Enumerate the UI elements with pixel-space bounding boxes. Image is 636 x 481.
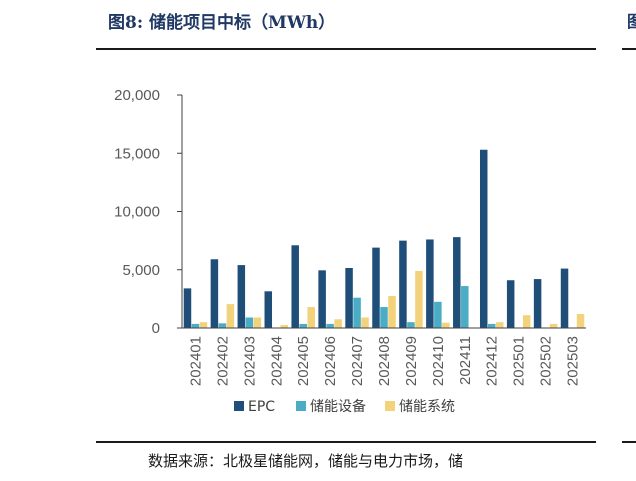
bar-EPC <box>426 239 434 328</box>
bar-储能系统 <box>576 314 585 328</box>
bar-储能系统 <box>415 270 423 328</box>
x-tick-label: 202409 <box>403 336 420 386</box>
x-tick-label: 202405 <box>295 336 312 386</box>
legend-swatch <box>234 401 244 411</box>
legend: EPC 储能设备 储能系统 <box>234 398 455 415</box>
bar-EPC <box>183 288 192 328</box>
y-axis: 0 5,000 10,000 15,000 20,000 <box>114 87 183 337</box>
bar-储能设备 <box>434 301 442 328</box>
bar-储能设备 <box>407 322 415 328</box>
x-tick-label: 202403 <box>241 336 258 386</box>
bar-储能设备 <box>380 307 388 328</box>
x-tick-label: 202411 <box>457 336 474 385</box>
bar-储能系统 <box>495 322 504 328</box>
x-tick-label: 202401 <box>187 336 204 386</box>
y-tick-label: 15,000 <box>114 145 160 162</box>
x-tick-label: 202408 <box>376 336 393 386</box>
chart-title: 图8: 储能项目中标（MWh） <box>108 13 336 33</box>
bar-EPC <box>479 149 488 328</box>
bar-储能设备 <box>461 286 469 328</box>
bar-EPC <box>345 268 353 328</box>
top-rule <box>96 48 596 50</box>
bar-储能设备 <box>245 317 254 328</box>
bar-EPC <box>210 259 219 328</box>
bar-储能系统 <box>307 307 315 328</box>
bar-储能系统 <box>253 317 262 328</box>
legend-swatch <box>296 401 306 411</box>
bar-储能设备 <box>299 323 307 328</box>
source-note: 数据来源：北极星储能网，储能与电力市场，储 <box>148 452 464 470</box>
bar-储能系统 <box>361 317 369 328</box>
legend-label: 储能设备 <box>310 398 366 415</box>
bar-储能系统 <box>280 325 289 328</box>
legend-label: 储能系统 <box>399 399 455 415</box>
y-tick-label: 5,000 <box>122 262 160 279</box>
x-tick-label: 202410 <box>430 336 447 386</box>
bar-EPC <box>264 291 273 328</box>
bars <box>183 149 585 329</box>
x-tick-label: 202501 <box>511 336 528 386</box>
bar-EPC <box>237 265 246 328</box>
bar-储能系统 <box>334 319 342 328</box>
bar-储能设备 <box>487 323 496 328</box>
x-tick-label: 202412 <box>484 336 501 386</box>
bar-EPC <box>560 268 569 328</box>
bar-EPC <box>291 245 299 328</box>
x-tick-label: 202407 <box>349 336 366 386</box>
y-tick-label: 0 <box>152 320 160 337</box>
x-tick-label: 202402 <box>214 336 231 386</box>
bar-EPC <box>506 280 515 328</box>
x-tick-label: 202503 <box>565 336 582 386</box>
bar-储能设备 <box>191 323 200 328</box>
bar-储能系统 <box>442 322 450 328</box>
next-figure-title-fragment: 图 <box>627 12 636 31</box>
bottom-rule-right <box>622 441 636 443</box>
bottom-rule <box>96 441 596 443</box>
x-tick-label: 202406 <box>322 336 339 386</box>
bar-储能系统 <box>226 304 235 328</box>
bar-储能系统 <box>522 315 531 328</box>
x-axis: 202401 202402 202403 202404 202405 202406 2024… <box>182 327 586 386</box>
top-rule-right <box>622 48 636 50</box>
bar-EPC <box>533 279 542 328</box>
bar-储能系统 <box>199 322 208 328</box>
bar-储能系统 <box>549 323 558 328</box>
y-tick-label: 20,000 <box>114 87 160 104</box>
bar-EPC <box>399 240 407 329</box>
legend-label: EPC <box>248 399 275 415</box>
legend-swatch <box>385 401 395 411</box>
x-tick-label: 202502 <box>538 336 555 386</box>
bar-储能设备 <box>218 323 227 328</box>
x-tick-label: 202404 <box>268 336 285 386</box>
bar-EPC <box>372 247 380 328</box>
bar-储能设备 <box>353 297 361 328</box>
bar-储能设备 <box>326 323 334 328</box>
bar-储能系统 <box>388 295 396 328</box>
bar-EPC <box>453 237 461 328</box>
y-tick-label: 10,000 <box>114 204 160 221</box>
bar-EPC <box>318 270 326 328</box>
